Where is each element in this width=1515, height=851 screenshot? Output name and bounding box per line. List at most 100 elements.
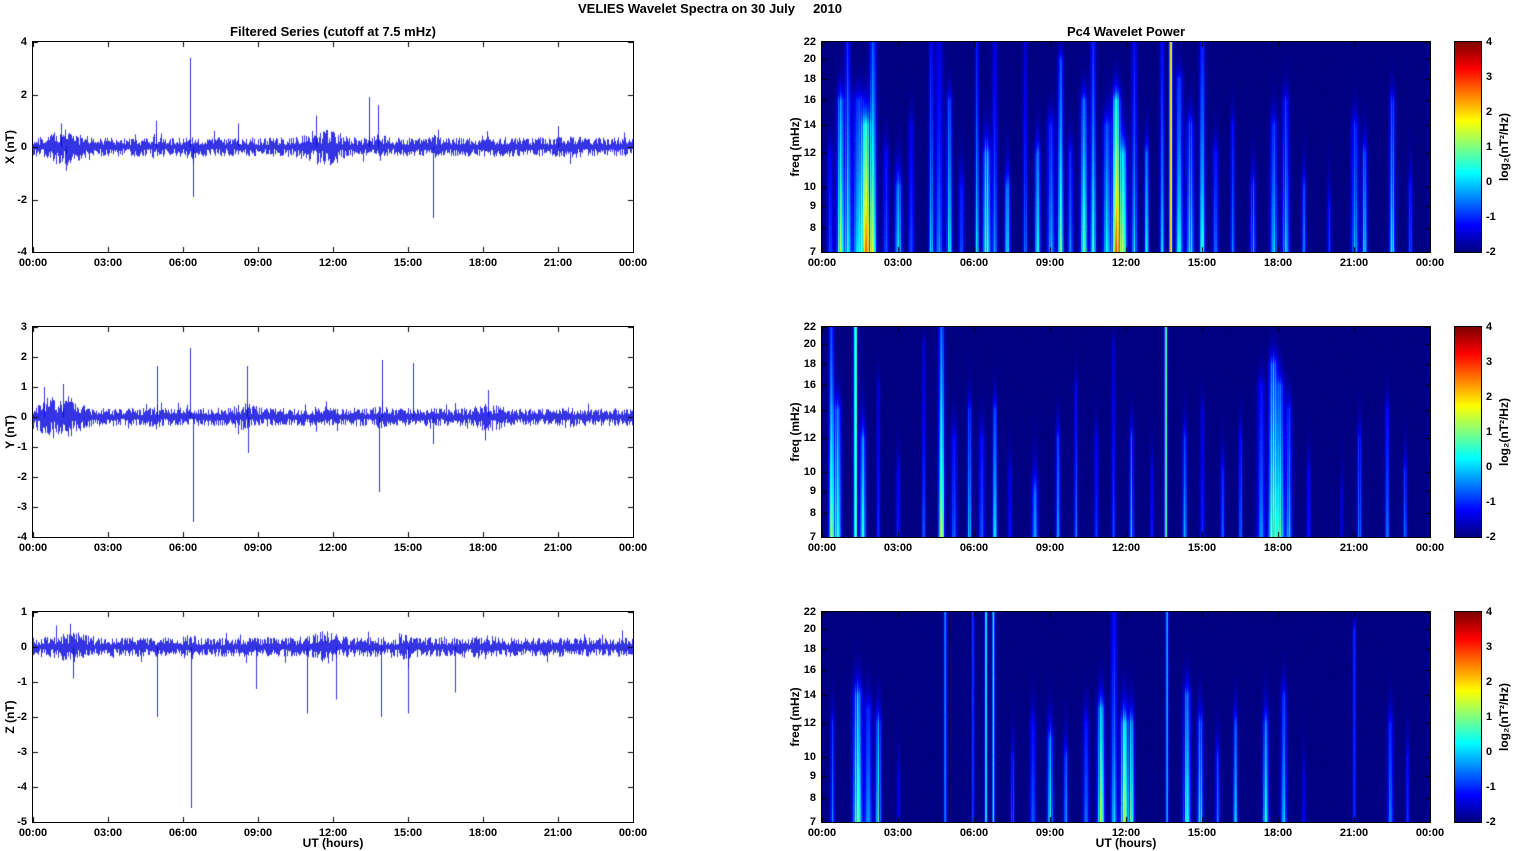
freq-tick-label: 20 bbox=[803, 338, 816, 351]
x-series-plot bbox=[33, 42, 633, 252]
y-series-panel bbox=[32, 326, 634, 538]
x-tick-label: 21:00 bbox=[543, 542, 573, 554]
x-tick-label: 12:00 bbox=[1111, 257, 1141, 269]
x-tick-label: 18:00 bbox=[1263, 827, 1293, 839]
colorbar-tick-label: 1 bbox=[1486, 426, 1493, 438]
right-ut-hours-label: UT (hours) bbox=[1095, 836, 1157, 850]
x-tick-label: 12:00 bbox=[1111, 542, 1141, 554]
x-tick-label: 21:00 bbox=[543, 827, 573, 839]
colorbar-tick-label: 4 bbox=[1486, 606, 1493, 618]
x-tick-label: 03:00 bbox=[883, 827, 913, 839]
x-tick-label: 15:00 bbox=[1187, 827, 1217, 839]
freq-tick-label: 18 bbox=[803, 72, 816, 85]
x-tick-label: 09:00 bbox=[243, 827, 273, 839]
x-tick-label: 00:00 bbox=[807, 257, 837, 269]
freq-tick-label: 7 bbox=[809, 531, 816, 543]
freq-tick-label: 20 bbox=[803, 623, 816, 636]
freq-tick-label: 12 bbox=[803, 717, 816, 730]
freq-tick-label: 14 bbox=[803, 118, 816, 131]
wavelet-power-title: Pc4 Wavelet Power bbox=[1066, 24, 1185, 39]
y-tick-label: 1 bbox=[20, 381, 27, 393]
x-tick-label: 00:00 bbox=[18, 542, 48, 554]
freq-tick-label: 14 bbox=[803, 688, 816, 701]
x-tick-label: 12:00 bbox=[1111, 827, 1141, 839]
x-tick-label: 21:00 bbox=[1339, 542, 1369, 554]
x-series-panel bbox=[32, 41, 634, 253]
y-tick-label: -1 bbox=[17, 441, 27, 453]
x-tick-label: 00:00 bbox=[18, 257, 48, 269]
z-series-plot bbox=[33, 612, 633, 822]
x-tick-label: 00:00 bbox=[618, 827, 648, 839]
x-tick-label: 00:00 bbox=[618, 257, 648, 269]
colorbar-tick-label: 3 bbox=[1486, 356, 1493, 368]
colorbar-tick-label: -1 bbox=[1486, 781, 1496, 793]
colorbar-tick-label: -2 bbox=[1486, 816, 1496, 828]
x-tick-label: 21:00 bbox=[1339, 257, 1369, 269]
colorbar-tick-label: 3 bbox=[1486, 71, 1493, 83]
colorbar-y-gradient bbox=[1455, 327, 1481, 537]
y-tick-label: 0 bbox=[20, 141, 27, 153]
x-tick-label: 15:00 bbox=[393, 542, 423, 554]
x-tick-label: 03:00 bbox=[93, 257, 123, 269]
y-tick-label: -2 bbox=[17, 471, 27, 483]
x-tick-label: 15:00 bbox=[1187, 542, 1217, 554]
colorbar-tick-label: -2 bbox=[1486, 246, 1496, 258]
freq-tick-label: 22 bbox=[803, 36, 816, 48]
colorbar-tick-label: -1 bbox=[1486, 496, 1496, 508]
colorbar-tick-label: 2 bbox=[1486, 106, 1493, 118]
colorbar-x-label: log₂(nT²/Hz) bbox=[1497, 113, 1511, 181]
x-tick-label: 00:00 bbox=[618, 542, 648, 554]
x-tick-label: 03:00 bbox=[93, 827, 123, 839]
x-tick-label: 12:00 bbox=[318, 542, 348, 554]
colorbar-tick-label: 0 bbox=[1486, 746, 1493, 758]
freq-tick-label: 7 bbox=[809, 246, 816, 258]
x-tick-label: 06:00 bbox=[959, 257, 989, 269]
y-tick-label: -1 bbox=[17, 676, 27, 688]
z-series-panel bbox=[32, 611, 634, 823]
colorbar-y-label: log₂(nT²/Hz) bbox=[1497, 398, 1511, 466]
freq-tick-label: 18 bbox=[803, 357, 816, 370]
colorbar-tick-label: 0 bbox=[1486, 176, 1493, 188]
freq-tick-label: 8 bbox=[809, 221, 816, 234]
x-tick-label: 06:00 bbox=[168, 827, 198, 839]
freq-tick-label: 12 bbox=[803, 432, 816, 445]
freq-tick-label: 8 bbox=[809, 791, 816, 804]
freq-tick-label: 16 bbox=[803, 94, 816, 107]
x-tick-label: 12:00 bbox=[318, 257, 348, 269]
x-tick-label: 03:00 bbox=[883, 542, 913, 554]
left-ut-hours-label: UT (hours) bbox=[302, 836, 364, 850]
x-tick-label: 00:00 bbox=[807, 542, 837, 554]
colorbar-tick-label: 2 bbox=[1486, 391, 1493, 403]
colorbar-tick-label: 0 bbox=[1486, 461, 1493, 473]
colorbar-tick-label: 3 bbox=[1486, 641, 1493, 653]
y-tick-label: -2 bbox=[17, 193, 27, 206]
x-tick-label: 15:00 bbox=[1187, 257, 1217, 269]
colorbar-tick-label: 2 bbox=[1486, 676, 1493, 688]
colorbar-x bbox=[1454, 41, 1482, 253]
z-wavelet-spectrogram bbox=[822, 612, 1430, 822]
y-tick-label: -3 bbox=[17, 746, 27, 758]
x-tick-label: 09:00 bbox=[1035, 827, 1065, 839]
colorbar-z-label: log₂(nT²/Hz) bbox=[1497, 683, 1511, 751]
colorbar-y bbox=[1454, 326, 1482, 538]
x-tick-label: 00:00 bbox=[807, 827, 837, 839]
freq-tick-label: 9 bbox=[809, 484, 816, 497]
x-tick-label: 00:00 bbox=[18, 827, 48, 839]
x-tick-label: 09:00 bbox=[243, 542, 273, 554]
freq-tick-label: 9 bbox=[809, 769, 816, 782]
x-tick-label: 09:00 bbox=[1035, 542, 1065, 554]
y-wavelet-spectrogram bbox=[822, 327, 1430, 537]
y-tick-label: 2 bbox=[20, 351, 27, 363]
x-tick-label: 18:00 bbox=[1263, 257, 1293, 269]
colorbar-z bbox=[1454, 611, 1482, 823]
colorbar-tick-label: 1 bbox=[1486, 711, 1493, 723]
figure-title: VELIES Wavelet Spectra on 30 July 2010 bbox=[578, 1, 842, 16]
y-tick-label: 0 bbox=[20, 641, 27, 653]
x-tick-label: 06:00 bbox=[959, 542, 989, 554]
x-tick-label: 21:00 bbox=[1339, 827, 1369, 839]
x-tick-label: 12:00 bbox=[318, 827, 348, 839]
y-tick-label: -4 bbox=[17, 531, 27, 543]
freq-tick-label: 7 bbox=[809, 816, 816, 828]
y-tick-label: 3 bbox=[20, 321, 27, 333]
